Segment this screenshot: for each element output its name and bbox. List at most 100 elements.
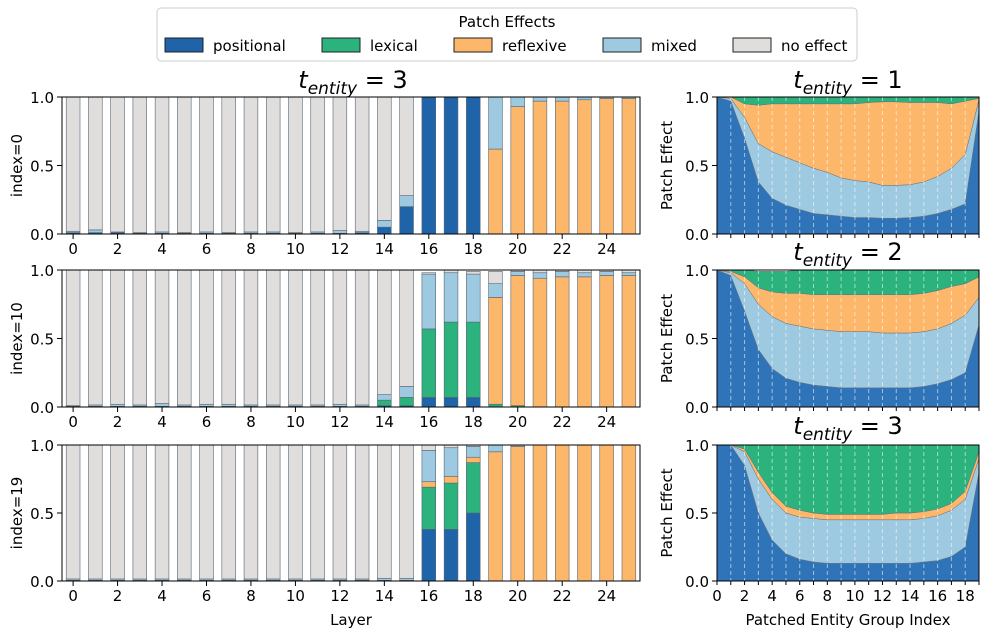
ytick-label: 0.0: [30, 226, 54, 244]
legend-swatch-no-effect: [732, 37, 772, 53]
bar-positional: [466, 397, 481, 408]
bar-lexical: [377, 399, 392, 406]
bar-no-effect: [399, 444, 414, 579]
ytick-label: 0.5: [30, 331, 54, 349]
bar-mixed: [199, 403, 214, 407]
ytick-label: 1.0: [685, 89, 709, 107]
bar-no-effect: [132, 96, 147, 233]
right-chart-title-1: tentity = 1: [793, 66, 902, 99]
bar-mixed: [443, 272, 459, 323]
xtick-label: 4: [157, 240, 167, 258]
bar-reflexive: [443, 475, 459, 484]
xtick-label: 12: [330, 240, 349, 258]
bar-no-effect: [221, 444, 236, 580]
ytick-label: 0.5: [685, 505, 709, 523]
x-axis-label: Layer: [330, 611, 373, 629]
bar-positional: [443, 96, 459, 235]
legend-swatch-mixed: [602, 37, 642, 53]
xtick-label: 16: [419, 240, 438, 258]
bar-no-effect: [132, 269, 147, 406]
ytick-label: 0.5: [30, 505, 54, 523]
bar-reflexive: [599, 444, 614, 582]
bar-reflexive: [621, 98, 637, 235]
bar-positional: [421, 96, 436, 235]
bar-no-effect: [332, 444, 348, 580]
xtick-label: 12: [330, 413, 349, 431]
xtick-label: 6: [202, 240, 212, 258]
bar-no-effect: [377, 269, 392, 395]
xtick-label: 10: [286, 587, 305, 605]
bar-no-effect: [154, 444, 170, 580]
legend-label-no-effect: no effect: [781, 37, 847, 55]
legend-label-positional: positional: [213, 37, 286, 55]
bar-mixed: [421, 273, 436, 330]
bar-positional: [466, 512, 481, 582]
xtick-label: 0: [68, 587, 78, 605]
ytick-label: 1.0: [30, 89, 54, 107]
bar-positional: [421, 529, 436, 582]
x-axis-label: Patched Entity Group Index: [745, 611, 950, 629]
bar-no-effect: [154, 96, 170, 233]
bar-reflexive: [599, 275, 614, 408]
ytick-label: 0.5: [685, 158, 709, 176]
bar-mixed: [443, 447, 459, 477]
bar-no-effect: [177, 444, 192, 580]
bar-chart-index-19: 0 2 4 6 8 10 12 14 16 18 20 22 240.00.51.0index=19La…: [8, 437, 641, 629]
xtick-label: 4: [157, 587, 167, 605]
xtick-label: 8: [823, 587, 833, 605]
bar-mixed: [532, 272, 548, 279]
bar-reflexive: [510, 106, 525, 235]
ytick-label: 0.5: [30, 158, 54, 176]
ytick-label: 1.0: [30, 262, 54, 280]
bar-reflexive: [577, 99, 592, 235]
y-axis-label: index=19: [8, 477, 26, 550]
bar-reflexive: [466, 456, 481, 463]
y-axis-label: Patch Effect: [658, 294, 676, 383]
ytick-label: 0.5: [685, 331, 709, 349]
xtick-label: 22: [553, 587, 572, 605]
bar-no-effect: [266, 269, 281, 406]
bar-no-effect: [288, 444, 303, 580]
bar-mixed: [555, 271, 570, 278]
bar-mixed: [399, 386, 414, 398]
plot-frame: [61, 444, 641, 582]
legend-label-lexical: lexical: [370, 37, 418, 55]
xtick-label: 8: [246, 587, 256, 605]
bar-lexical: [466, 462, 481, 514]
bar-reflexive: [488, 451, 503, 582]
bar-reflexive: [488, 148, 503, 235]
bar-mixed: [421, 450, 436, 483]
bar-mixed: [110, 403, 125, 407]
bar-no-effect: [88, 444, 103, 580]
area-chart-t-entity-1: 0.0 0.5 1.0 Patch Effect: [658, 89, 980, 244]
xtick-label: 16: [419, 587, 438, 605]
bar-reflexive: [621, 275, 637, 408]
xtick-label: 0: [68, 413, 78, 431]
xtick-label: 16: [928, 587, 947, 605]
bar-no-effect: [65, 444, 81, 580]
xtick-label: 12: [873, 587, 892, 605]
xtick-label: 4: [767, 587, 777, 605]
bar-no-effect: [288, 96, 303, 233]
bar-no-effect: [310, 444, 325, 580]
xtick-label: 2: [113, 413, 123, 431]
xtick-label: 10: [286, 413, 305, 431]
bar-no-effect: [354, 96, 370, 232]
bar-positional: [377, 226, 392, 235]
xtick-label: 20: [508, 587, 527, 605]
bar-no-effect: [221, 269, 236, 405]
bar-no-effect: [88, 96, 103, 231]
bar-no-effect: [354, 269, 370, 406]
bar-lexical: [421, 328, 436, 398]
ytick-label: 1.0: [685, 437, 709, 455]
xtick-label: 2: [113, 240, 123, 258]
xtick-label: 4: [157, 413, 167, 431]
xtick-label: 22: [553, 240, 572, 258]
left-chart-title: tentity = 3: [298, 66, 407, 99]
xtick-label: 2: [113, 587, 123, 605]
y-axis-label: index=0: [8, 134, 26, 197]
bar-no-effect: [177, 96, 192, 233]
y-axis-label: Patch Effect: [658, 468, 676, 557]
